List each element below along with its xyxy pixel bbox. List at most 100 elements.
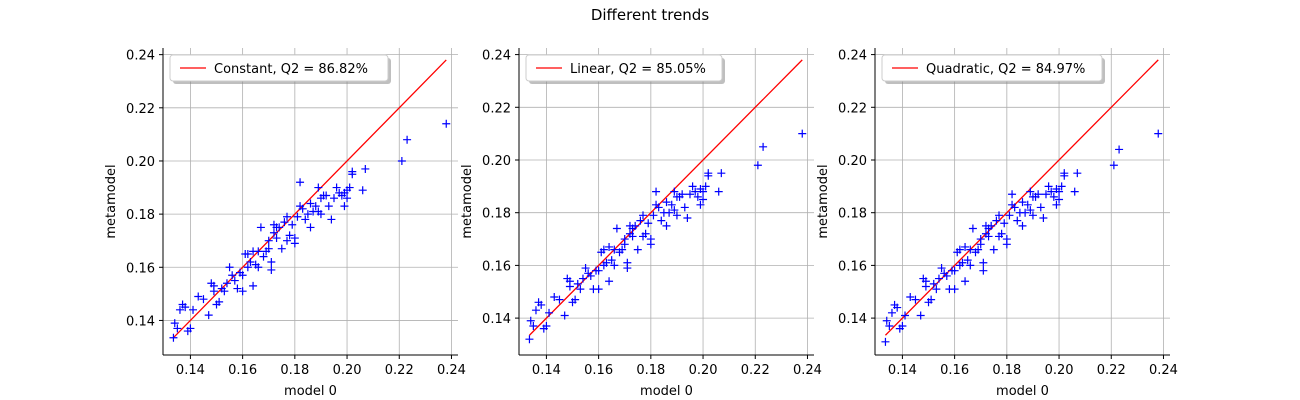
scatter-point bbox=[704, 169, 713, 178]
scatter-point bbox=[316, 210, 325, 219]
scatter-point bbox=[717, 169, 726, 178]
scatter-point bbox=[628, 232, 637, 241]
scatter-point bbox=[1039, 213, 1048, 222]
scatter-point bbox=[1070, 187, 1079, 196]
scatter-point bbox=[680, 203, 689, 212]
scatter-point bbox=[963, 256, 972, 265]
scatter-point bbox=[249, 281, 258, 290]
y-tick-label: 0.22 bbox=[126, 102, 155, 117]
scatter-point bbox=[688, 182, 697, 191]
figure-title: Different trends bbox=[591, 6, 709, 24]
scatter-point bbox=[921, 282, 930, 291]
scatter-point bbox=[753, 161, 762, 170]
scatter-point bbox=[329, 194, 338, 203]
scatter-point bbox=[573, 279, 582, 288]
scatter-point bbox=[228, 271, 237, 280]
scatter-point bbox=[961, 242, 970, 251]
scatter-point bbox=[696, 200, 705, 209]
x-axis-label: model 0 bbox=[640, 384, 693, 399]
scatter-point bbox=[303, 210, 312, 219]
scatter-point bbox=[1013, 216, 1022, 225]
x-axis-label: model 0 bbox=[996, 384, 1049, 399]
scatter-point bbox=[358, 186, 367, 195]
x-tick-label: 0.14 bbox=[532, 363, 561, 378]
y-tick-label: 0.16 bbox=[482, 259, 511, 274]
scatter-point bbox=[581, 264, 590, 273]
scatter-point bbox=[293, 212, 302, 221]
scatter-point bbox=[984, 232, 993, 241]
x-axis-label: model 0 bbox=[284, 384, 337, 399]
scatter-point bbox=[898, 322, 907, 331]
scatter-point bbox=[885, 322, 894, 331]
y-axis-label: metamodel bbox=[104, 164, 119, 238]
scatter-point bbox=[594, 285, 603, 294]
legend: Constant, Q2 = 86.82% bbox=[169, 54, 391, 84]
scatter-point bbox=[955, 245, 964, 254]
scatter-point bbox=[230, 276, 239, 285]
scatter-point bbox=[275, 223, 284, 232]
legend: Quadratic, Q2 = 84.97% bbox=[881, 54, 1105, 84]
scatter-point bbox=[1055, 195, 1064, 204]
scatter-point bbox=[269, 228, 278, 237]
y-axis-label: metamodel bbox=[460, 164, 475, 238]
scatter-point bbox=[1002, 235, 1011, 244]
x-tick-label: 0.20 bbox=[1045, 363, 1074, 378]
scatter-point bbox=[1154, 129, 1163, 138]
scatter-point bbox=[189, 305, 198, 314]
y-tick-label: 0.20 bbox=[126, 155, 155, 170]
y-tick-label: 0.18 bbox=[126, 208, 155, 223]
scatter-point bbox=[618, 245, 627, 254]
scatter-point bbox=[882, 316, 891, 325]
scatter-point bbox=[887, 308, 896, 317]
scatter-point bbox=[657, 216, 666, 225]
scatter-point bbox=[605, 242, 614, 251]
scatter-point bbox=[1008, 190, 1017, 199]
x-tick-label: 0.24 bbox=[793, 363, 822, 378]
scatter-point bbox=[662, 198, 671, 207]
scatter-point bbox=[1018, 198, 1027, 207]
x-tick-label: 0.14 bbox=[888, 363, 917, 378]
x-tick-label: 0.24 bbox=[437, 363, 466, 378]
scatter-point bbox=[267, 257, 276, 266]
scatter-point bbox=[599, 245, 608, 254]
x-tick-label: 0.24 bbox=[1149, 363, 1178, 378]
scatter-point bbox=[798, 129, 807, 138]
scatter-point bbox=[340, 202, 349, 211]
scatter-point bbox=[672, 211, 681, 220]
scatter-point bbox=[1034, 190, 1043, 199]
scatter-point bbox=[565, 282, 574, 291]
scatter-point bbox=[610, 261, 619, 270]
scatter-point bbox=[306, 223, 315, 232]
y-tick-label: 0.14 bbox=[126, 314, 155, 329]
scatter-point bbox=[699, 195, 708, 204]
scatter-point bbox=[927, 295, 936, 304]
scatter-point bbox=[1042, 190, 1050, 199]
scatter-point bbox=[641, 229, 650, 238]
scatter-point bbox=[934, 274, 943, 283]
scatter-point bbox=[306, 199, 315, 208]
scatter-point bbox=[254, 247, 263, 256]
scatter-point bbox=[594, 266, 603, 275]
scatter-point bbox=[332, 183, 341, 192]
diagonal-line bbox=[172, 59, 447, 339]
scatter-point bbox=[1047, 187, 1056, 196]
scatter-point bbox=[1023, 200, 1032, 209]
diagonal-line bbox=[884, 59, 1159, 336]
scatter-point bbox=[555, 295, 564, 304]
x-tick-label: 0.18 bbox=[636, 363, 665, 378]
scatter-point bbox=[215, 297, 224, 306]
scatter-point bbox=[529, 322, 538, 331]
x-tick-label: 0.18 bbox=[992, 363, 1021, 378]
scatter-point bbox=[691, 187, 700, 196]
scatter-point bbox=[254, 263, 263, 272]
scatter-point bbox=[958, 258, 967, 267]
scatter-point bbox=[301, 215, 310, 224]
x-tick-label: 0.20 bbox=[689, 363, 718, 378]
scatter-point bbox=[1109, 161, 1118, 170]
scatter-point bbox=[259, 252, 268, 261]
x-tick-label: 0.16 bbox=[584, 363, 613, 378]
scatter-point bbox=[989, 245, 998, 254]
scatter-point bbox=[667, 200, 676, 209]
scatter-point bbox=[1044, 182, 1053, 191]
scatter-point bbox=[646, 235, 655, 244]
